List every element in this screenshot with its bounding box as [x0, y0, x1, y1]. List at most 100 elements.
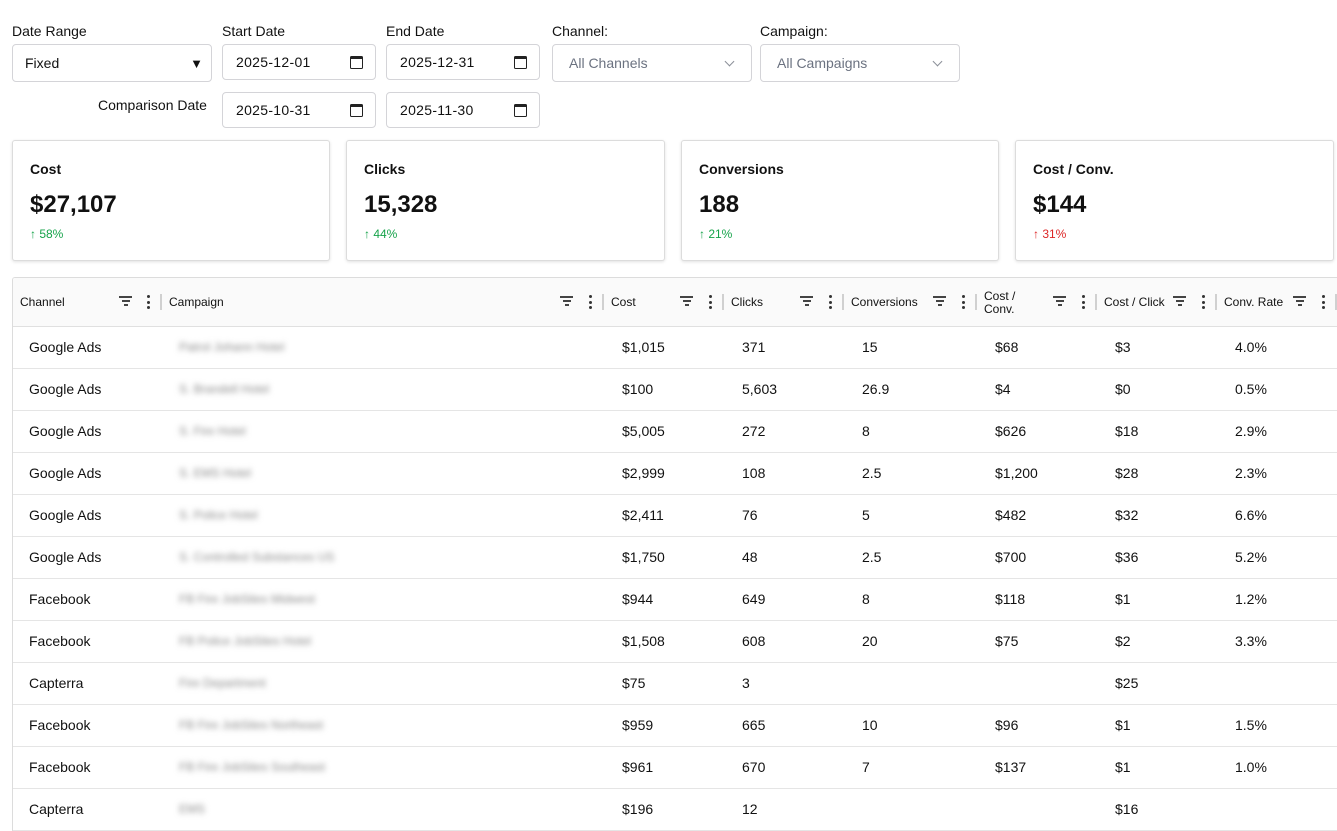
cell-campaign: Patrol Johann Hotel	[179, 340, 285, 354]
date-range-select[interactable]: Fixed ▼	[12, 44, 212, 82]
table-row[interactable]: Google Ads S. Controlled Substances US $1,…	[13, 537, 1337, 579]
card-delta: ↑ 58%	[30, 227, 64, 241]
channel-label: Channel:	[552, 23, 609, 39]
calendar-icon[interactable]	[350, 55, 363, 69]
column-menu-icon[interactable]	[588, 295, 592, 309]
column-header-label: Clicks	[731, 295, 763, 309]
cell-channel: Google Ads	[29, 507, 102, 523]
column-header-cost[interactable]: Cost	[604, 278, 724, 327]
calendar-icon[interactable]	[514, 103, 527, 117]
start-date-input[interactable]: 2025-12-01	[222, 44, 376, 80]
cell-clicks: 12	[742, 801, 758, 817]
filter-icon[interactable]	[119, 296, 132, 307]
column-resize-handle[interactable]	[722, 294, 724, 310]
cell-channel: Google Ads	[29, 465, 102, 481]
column-header-conversions[interactable]: Conversions	[844, 278, 977, 327]
column-menu-icon[interactable]	[146, 295, 150, 309]
column-header-conversion-rate[interactable]: Conv. Rate	[1217, 278, 1335, 327]
cell-conversion-rate: 2.9%	[1235, 423, 1267, 439]
filter-icon[interactable]	[1293, 296, 1306, 307]
table-row[interactable]: Facebook FB Fire JobSites Southeast $961 67…	[13, 747, 1337, 789]
cell-clicks: 76	[742, 507, 758, 523]
cell-conversion-rate: 1.2%	[1235, 591, 1267, 607]
table-row[interactable]: Google Ads Patrol Johann Hotel $1,015 371 15…	[13, 327, 1337, 369]
column-resize-handle[interactable]	[602, 294, 604, 310]
table-row[interactable]: Google Ads S. Fire Hotel $5,005 272 8 $626 $18…	[13, 411, 1337, 453]
cell-conversions: 5	[862, 507, 870, 523]
comparison-end-value: 2025-11-30	[400, 102, 474, 118]
column-header-label: Cost / Conv.	[984, 288, 1016, 316]
card-title: Clicks	[364, 161, 406, 177]
cell-campaign: FB Fire JobSites Midwest	[179, 592, 316, 606]
card-value: 15,328	[364, 191, 438, 218]
calendar-icon[interactable]	[514, 55, 527, 69]
cell-cost: $959	[622, 717, 654, 733]
column-menu-icon[interactable]	[708, 295, 712, 309]
cell-cost-per-click: $1	[1115, 717, 1131, 733]
channel-select[interactable]: All Channels	[552, 44, 752, 82]
cell-conversions: 26.9	[862, 381, 890, 397]
date-range-label: Date Range	[12, 23, 87, 39]
card-value: $27,107	[30, 191, 117, 218]
column-resize-handle[interactable]	[842, 294, 844, 310]
table-row[interactable]: Facebook FB Police JobSites Hotel $1,508 60…	[13, 621, 1337, 663]
table-row[interactable]: Capterra EMS $196 12 $16	[13, 789, 1337, 831]
column-header-cost-per-conversion[interactable]: Cost / Conv.	[977, 278, 1097, 327]
campaign-data-grid: Channel Campaign Cost Clicks Conversions Cost…	[12, 277, 1337, 831]
cell-clicks: 108	[742, 465, 766, 481]
column-menu-icon[interactable]	[1081, 295, 1085, 309]
column-header-clicks[interactable]: Clicks	[724, 278, 844, 327]
comparison-date-label: Comparison Date	[98, 97, 207, 113]
column-menu-icon[interactable]	[1321, 295, 1325, 309]
table-row[interactable]: Google Ads S. Brandell Hotel $100 5,603 26.9…	[13, 369, 1337, 411]
cell-cost-per-click: $0	[1115, 381, 1131, 397]
column-menu-icon[interactable]	[828, 295, 832, 309]
column-menu-icon[interactable]	[961, 295, 965, 309]
cell-campaign: S. EMS Hotel	[179, 466, 252, 480]
cell-conversions: 10	[862, 717, 878, 733]
column-resize-handle[interactable]	[160, 294, 162, 310]
table-row[interactable]: Google Ads S. EMS Hotel $2,999 108 2.5 $1,200…	[13, 453, 1337, 495]
table-row[interactable]: Capterra Fire Department $75 3 $25	[13, 663, 1337, 705]
column-resize-handle[interactable]	[1095, 294, 1097, 310]
table-row[interactable]: Facebook FB Fire JobSites Midwest $944 649 8…	[13, 579, 1337, 621]
cell-cost-per-click: $36	[1115, 549, 1139, 565]
column-resize-handle[interactable]	[975, 294, 977, 310]
cell-campaign: Fire Department	[179, 676, 266, 690]
column-resize-handle[interactable]	[1215, 294, 1217, 310]
cell-cost: $944	[622, 591, 654, 607]
triangle-down-icon: ▼	[190, 55, 203, 71]
comparison-start-value: 2025-10-31	[236, 102, 311, 118]
cell-cost-per-click: $16	[1115, 801, 1139, 817]
cell-campaign: FB Fire JobSites Southeast	[179, 760, 326, 774]
cell-conversion-rate: 3.3%	[1235, 633, 1267, 649]
cell-cost-per-click: $1	[1115, 591, 1131, 607]
cell-cost: $961	[622, 759, 654, 775]
filter-icon[interactable]	[680, 296, 693, 307]
filter-icon[interactable]	[1173, 296, 1186, 307]
chevron-down-icon	[724, 56, 735, 66]
comparison-end-date-input[interactable]: 2025-11-30	[386, 92, 540, 128]
column-header-channel[interactable]: Channel	[13, 278, 162, 327]
end-date-input[interactable]: 2025-12-31	[386, 44, 540, 80]
cell-cost: $1,750	[622, 549, 665, 565]
comparison-start-date-input[interactable]: 2025-10-31	[222, 92, 376, 128]
filter-icon[interactable]	[800, 296, 813, 307]
column-header-cost-per-click[interactable]: Cost / Click	[1097, 278, 1217, 327]
filter-icon[interactable]	[1053, 296, 1066, 307]
clicks-card: Clicks 15,328 ↑ 44%	[346, 140, 665, 261]
calendar-icon[interactable]	[350, 103, 363, 117]
table-row[interactable]: Facebook FB Fire JobSites Northeast $959 66…	[13, 705, 1337, 747]
cell-cost-per-conversion: $482	[995, 507, 1027, 523]
campaign-select[interactable]: All Campaigns	[760, 44, 960, 82]
filter-icon[interactable]	[933, 296, 946, 307]
column-header-label: Cost / Click	[1104, 295, 1165, 309]
cell-cost: $196	[622, 801, 654, 817]
column-resize-handle[interactable]	[1335, 294, 1337, 310]
cell-campaign: S. Police Hotel	[179, 508, 258, 522]
cell-conversions: 2.5	[862, 549, 882, 565]
column-menu-icon[interactable]	[1201, 295, 1205, 309]
column-header-campaign[interactable]: Campaign	[162, 278, 604, 327]
table-row[interactable]: Google Ads S. Police Hotel $2,411 76 5 $482 $3…	[13, 495, 1337, 537]
filter-icon[interactable]	[560, 296, 573, 307]
